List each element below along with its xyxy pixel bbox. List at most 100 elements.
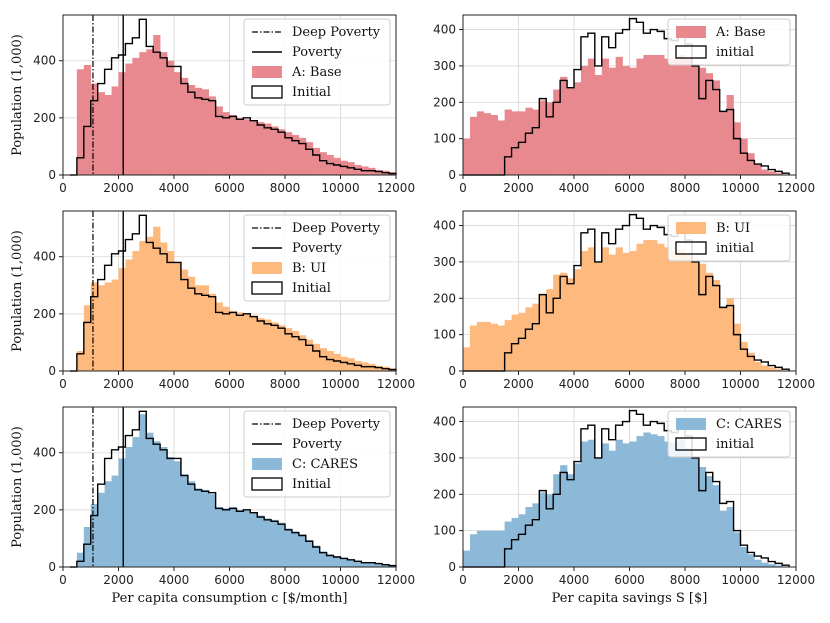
x-tick-label: 0: [459, 377, 467, 391]
hist-bar: [629, 67, 637, 175]
hist-bar: [490, 530, 498, 567]
hist-bar: [657, 436, 665, 567]
hist-bar: [243, 119, 251, 175]
x-tick-label: 0: [459, 181, 467, 195]
hist-bar: [678, 55, 686, 175]
legend-label: A: Base: [291, 65, 342, 80]
hist-bar: [622, 252, 630, 371]
hist-bar: [698, 67, 707, 175]
y-tick-label: 200: [33, 503, 56, 517]
y-tick-label: 200: [33, 307, 56, 321]
hist-bar: [340, 356, 348, 371]
hist-bar: [153, 441, 161, 567]
legend-handle-initial: [251, 85, 283, 99]
hist-bar: [305, 142, 314, 175]
hist-bar: [594, 75, 603, 175]
x-tick-label: 10000: [721, 573, 759, 587]
legend-handle-scenario: [252, 66, 282, 78]
hist-bar: [222, 508, 230, 567]
x-tick-label: 6000: [214, 573, 245, 587]
hist-bar: [497, 120, 505, 175]
hist-bar: [132, 437, 140, 567]
hist-bar: [719, 307, 727, 371]
hist-bar: [187, 276, 196, 371]
hist-bar: [580, 65, 589, 175]
legend-handle-initial: [675, 45, 707, 59]
hist-bar: [657, 243, 665, 371]
legend-label: C: CARES: [716, 417, 782, 432]
hist-bar: [90, 282, 98, 371]
hist-bar: [298, 335, 307, 371]
legend-label: A: Base: [715, 25, 766, 40]
hist-bar: [291, 135, 300, 175]
hist-bar: [497, 530, 505, 567]
hist-bar: [264, 319, 272, 371]
hist-bar: [754, 164, 762, 175]
hist-bar: [476, 530, 485, 567]
hist-bar: [705, 73, 714, 175]
hist-bar: [567, 87, 575, 175]
y-tick-label: 400: [433, 219, 456, 233]
hist-bar: [518, 111, 526, 175]
hist-bar: [375, 563, 383, 567]
y-tick-label: 400: [33, 54, 56, 68]
hist-bar: [497, 325, 505, 371]
hist-bar: [560, 76, 568, 175]
hist-bar: [174, 461, 182, 567]
hist-bar: [180, 474, 189, 567]
hist-bar: [326, 351, 334, 371]
hist-bar: [222, 112, 230, 175]
hist-bar: [560, 272, 568, 371]
hist-bar: [160, 242, 168, 371]
x-tick-label: 8000: [270, 377, 301, 391]
hist-bar: [194, 488, 203, 567]
hist-bar: [180, 269, 189, 371]
hist-bar: [747, 153, 755, 175]
y-tick-label: 300: [433, 451, 456, 465]
y-tick-label: 400: [33, 250, 56, 264]
hist-bar: [733, 122, 741, 175]
hist-bar: [469, 325, 478, 371]
initial-step-line: [463, 17, 790, 176]
hist-bar: [483, 113, 492, 175]
hist-bar: [705, 272, 714, 371]
hist-bar: [761, 562, 769, 567]
initial-step-line: [69, 410, 397, 568]
hist-bar: [146, 432, 154, 567]
x-tick-label: 0: [59, 573, 67, 587]
hist-bar: [712, 485, 720, 567]
x-tick-label: 10000: [721, 181, 759, 195]
hist-bar: [608, 67, 616, 175]
hist-bar: [222, 306, 230, 371]
legend-label: Initial: [292, 477, 331, 492]
hist-bar: [463, 347, 471, 371]
legend-box: [243, 410, 391, 498]
hist-bar: [650, 434, 658, 567]
hist-bar: [691, 64, 700, 175]
hist-bar: [712, 280, 720, 371]
hist-bar: [671, 443, 679, 567]
x-tick-label: 0: [59, 377, 67, 391]
hist-bar: [504, 320, 512, 371]
hist-bar: [525, 307, 533, 371]
x-tick-label: 6000: [214, 377, 245, 391]
hist-bar: [664, 441, 672, 567]
hist-bar: [740, 341, 748, 371]
y-tick-label: 100: [433, 328, 456, 342]
hist-bar: [90, 83, 98, 175]
hist-bar: [740, 547, 748, 567]
y-tick-label: 0: [448, 364, 456, 378]
hist-bar: [504, 109, 512, 175]
hist-bar: [691, 260, 700, 371]
hist-bar: [705, 476, 714, 567]
hist-bar: [271, 322, 279, 371]
hist-bar: [208, 293, 216, 371]
hist-bar: [111, 279, 119, 371]
legend: C: CARES initial: [667, 410, 791, 458]
x-tick-label: 12000: [377, 573, 415, 587]
hist-bar: [208, 494, 216, 567]
hist-bar: [650, 55, 658, 175]
hist-bar: [125, 63, 133, 176]
hist-bar: [775, 565, 783, 567]
